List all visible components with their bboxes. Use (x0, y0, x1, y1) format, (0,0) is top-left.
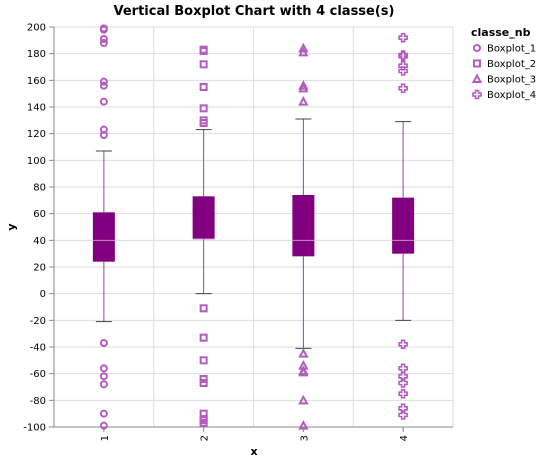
outlier-point (99, 364, 108, 373)
outlier-point (99, 380, 108, 389)
legend-label: Boxplot_4 (487, 90, 536, 101)
outlier-point (398, 32, 408, 43)
y-tick-label: 20 (33, 263, 46, 274)
outlier-point (398, 363, 408, 374)
outlier-point (199, 60, 208, 69)
outlier-point (99, 25, 108, 34)
outlier-point (199, 83, 208, 91)
outlier-point (199, 419, 208, 427)
x-tick-label: 3 (299, 435, 310, 441)
outlier-point (398, 339, 408, 350)
outlier-point (398, 60, 408, 71)
outlier-point (298, 394, 309, 405)
outlier-point (199, 104, 208, 113)
y-tick-label: -40 (30, 343, 46, 354)
y-tick-label: -80 (30, 396, 46, 407)
outlier-point (298, 42, 309, 53)
outlier-point (398, 51, 408, 62)
y-tick-label: 200 (27, 23, 46, 34)
y-tick-label: -100 (23, 423, 46, 434)
outlier-point (99, 77, 108, 86)
outlier-point (199, 333, 208, 342)
outlier-point (298, 46, 309, 57)
outlier-point (199, 304, 208, 313)
axes: -100 -80 -60 -40 -20 0 20 40 60 80 100 120 140 160 180… (23, 23, 453, 441)
y-tick-label: -20 (30, 316, 46, 327)
y-tick-label: 120 (27, 129, 46, 140)
legend-symbol (472, 89, 482, 100)
y-tick-label: 80 (33, 183, 46, 194)
y-tick-label: 140 (27, 103, 46, 114)
outlier-point (298, 366, 309, 377)
y-tick-label: 100 (27, 156, 46, 167)
outlier-point (199, 47, 208, 55)
legend-label: Boxplot_1 (487, 44, 536, 55)
outlier-point (398, 388, 408, 399)
outlier-point (298, 420, 309, 430)
outlier-point (199, 379, 208, 387)
outlier-point (298, 80, 309, 90)
x-tick-label: 2 (200, 435, 211, 441)
x-axis-label: x (250, 445, 257, 458)
outlier-point (398, 83, 408, 94)
box-iqr (392, 197, 415, 254)
outlier-point (99, 131, 108, 139)
legend-symbol (471, 73, 483, 83)
box-iqr (92, 212, 115, 262)
outlier-point (99, 97, 108, 106)
y-tick-label: 40 (33, 236, 46, 247)
legend: classe_nb Boxplot_1 Boxplot_2 Boxplot_3 Box… (471, 26, 536, 101)
outlier-point (298, 82, 309, 93)
y-tick-label: 160 (27, 76, 46, 87)
outlier-point (199, 119, 208, 127)
y-tick-label: -60 (30, 369, 46, 380)
outlier-point (199, 356, 208, 365)
outlier-point (298, 348, 309, 358)
outlier-point (99, 35, 108, 43)
chart-title: Vertical Boxplot Chart with 4 classe(s) (114, 4, 395, 19)
legend-symbol (473, 44, 481, 52)
outlier-point (99, 421, 108, 430)
outlier-point (99, 39, 108, 47)
y-tick-label: 180 (27, 49, 46, 60)
legend-symbol (473, 59, 481, 68)
legend-label: Boxplot_2 (487, 59, 536, 70)
outlier-point (298, 96, 309, 106)
outlier-point (99, 372, 108, 381)
x-tick-label: 1 (100, 435, 111, 441)
x-tick-label: 4 (399, 435, 410, 441)
y-axis-label: y (5, 223, 18, 230)
outlier-point (398, 66, 408, 76)
y-tick-label: 60 (33, 209, 46, 220)
outlier-point (398, 378, 408, 388)
boxes (92, 118, 415, 349)
outliers (99, 24, 408, 430)
box-iqr (192, 196, 215, 239)
outlier-point (99, 339, 108, 347)
outlier-point (398, 410, 408, 420)
legend-title: classe_nb (471, 26, 531, 39)
y-tick-label: 0 (40, 289, 46, 300)
legend-label: Boxplot_3 (487, 75, 536, 86)
outlier-point (99, 81, 108, 90)
outlier-point (99, 409, 108, 418)
box-iqr (292, 195, 315, 257)
